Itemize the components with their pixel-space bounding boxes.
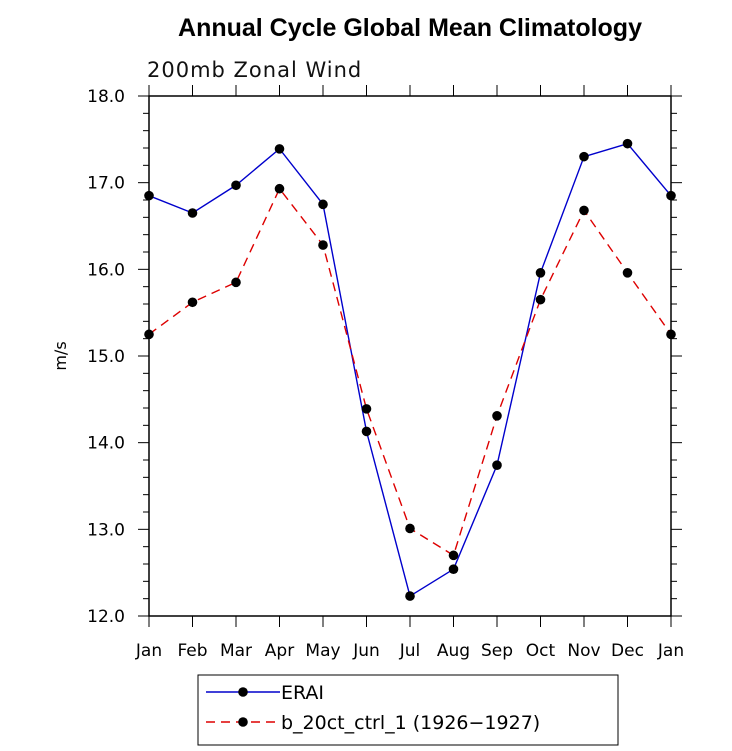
x-tick-label: Oct	[526, 641, 556, 661]
data-point	[535, 268, 546, 278]
data-point	[318, 199, 328, 210]
legend-label-erai: ERAI	[281, 682, 324, 704]
data-point	[187, 208, 198, 218]
data-point	[579, 205, 589, 216]
y-tick-label: 14.0	[87, 434, 125, 454]
data-point	[492, 460, 502, 471]
data-point	[274, 183, 285, 194]
data-point	[448, 564, 459, 574]
x-tick-label: Jan	[135, 641, 162, 661]
x-tick-label: Dec	[611, 641, 644, 661]
data-point	[535, 294, 546, 305]
data-point	[622, 268, 633, 278]
data-point	[448, 550, 459, 561]
data-point	[405, 591, 415, 601]
data-point	[274, 144, 285, 154]
chart-title: Annual Cycle Global Mean Climatology	[178, 14, 642, 42]
y-axis-label: m/s	[51, 341, 70, 370]
legend-marker-model	[238, 717, 248, 727]
data-point	[187, 297, 198, 308]
x-tick-label: Jun	[352, 641, 380, 661]
legend-box	[197, 674, 619, 746]
plot-frame	[148, 95, 672, 617]
x-tick-label: Feb	[177, 641, 207, 661]
series-line-1	[148, 187, 672, 557]
data-point	[579, 151, 589, 162]
y-tick-label: 13.0	[87, 520, 125, 540]
y-tick-label: 16.0	[87, 260, 125, 280]
x-tick-label: Sep	[481, 641, 513, 661]
data-point	[405, 523, 415, 534]
legend-label-model: b_20ct_ctrl_1 (1926−1927)	[281, 712, 540, 734]
data-point	[622, 138, 633, 149]
x-tick-labels: Jan Feb Mar Apr May Jun Jul Aug Sep Oct Nov Dec Jan	[135, 641, 684, 661]
data-point	[231, 277, 241, 288]
x-tick-label: May	[305, 641, 340, 661]
y-tick-label: 12.0	[87, 607, 125, 627]
x-tick-label: Nov	[567, 641, 600, 661]
x-tick-label: Apr	[265, 641, 294, 661]
data-point	[361, 404, 372, 414]
y-tick-label: 17.0	[87, 174, 125, 194]
chart-subtitle: 200mb Zonal Wind	[147, 58, 363, 82]
x-tick-label: Aug	[437, 641, 470, 661]
y-tick-label: 15.0	[87, 347, 125, 367]
data-point	[361, 426, 372, 437]
legend-marker-erai	[238, 687, 248, 697]
series-markers	[144, 138, 676, 601]
data-point	[318, 240, 328, 250]
data-point	[231, 180, 241, 191]
x-tick-label: Jan	[657, 641, 684, 661]
x-tick-label: Jul	[399, 641, 421, 661]
y-tick-labels: 12.0 13.0 14.0 15.0 16.0 17.0 18.0	[87, 87, 125, 627]
y-tick-label: 18.0	[87, 87, 125, 107]
axis-ticks	[138, 85, 682, 627]
legend: ERAI b_20ct_ctrl_1 (1926−1927)	[197, 674, 619, 746]
data-point	[492, 411, 502, 421]
x-tick-label: Mar	[220, 641, 252, 661]
